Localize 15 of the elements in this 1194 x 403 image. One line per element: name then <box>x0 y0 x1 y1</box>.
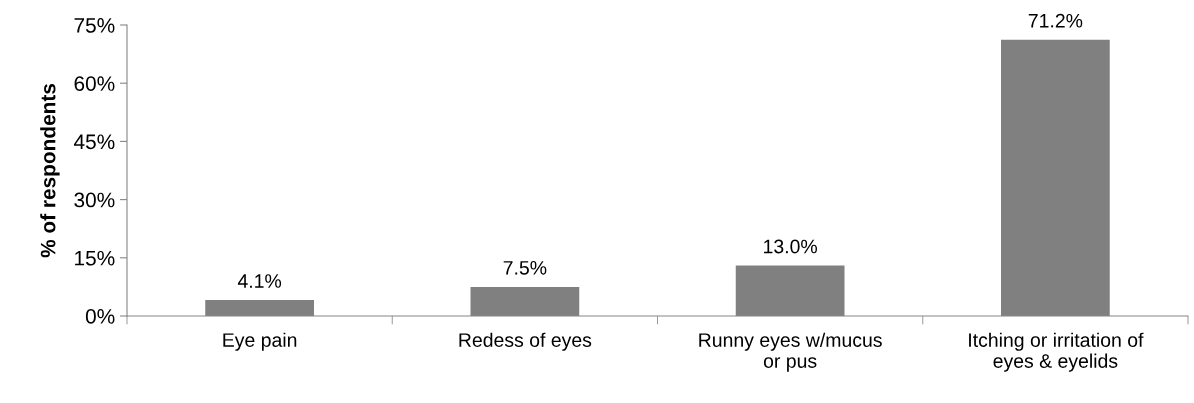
y-tick-label: 15% <box>75 250 115 266</box>
x-tick-label: Runny eyes w/mucus or pus <box>699 332 882 372</box>
x-tick-label: Eye pain <box>223 332 297 351</box>
data-label: 7.5% <box>503 261 547 275</box>
x-tick-label: Itching or irritation of eyes & eyelids <box>969 332 1144 372</box>
y-tick-label: 45% <box>73 134 115 150</box>
y-tick-label: 30% <box>74 192 115 208</box>
data-label: 71.2% <box>1028 13 1083 28</box>
x-tick-label: Redess of eyes <box>459 332 592 351</box>
data-label: 4.1% <box>237 274 282 288</box>
data-label: 13.0% <box>764 239 817 254</box>
y-tick-label: 0% <box>85 309 115 324</box>
y-tick-label: 75% <box>74 18 115 33</box>
y-tick-label: 60% <box>74 76 115 91</box>
y-axis-title: % of respondents <box>40 83 60 258</box>
